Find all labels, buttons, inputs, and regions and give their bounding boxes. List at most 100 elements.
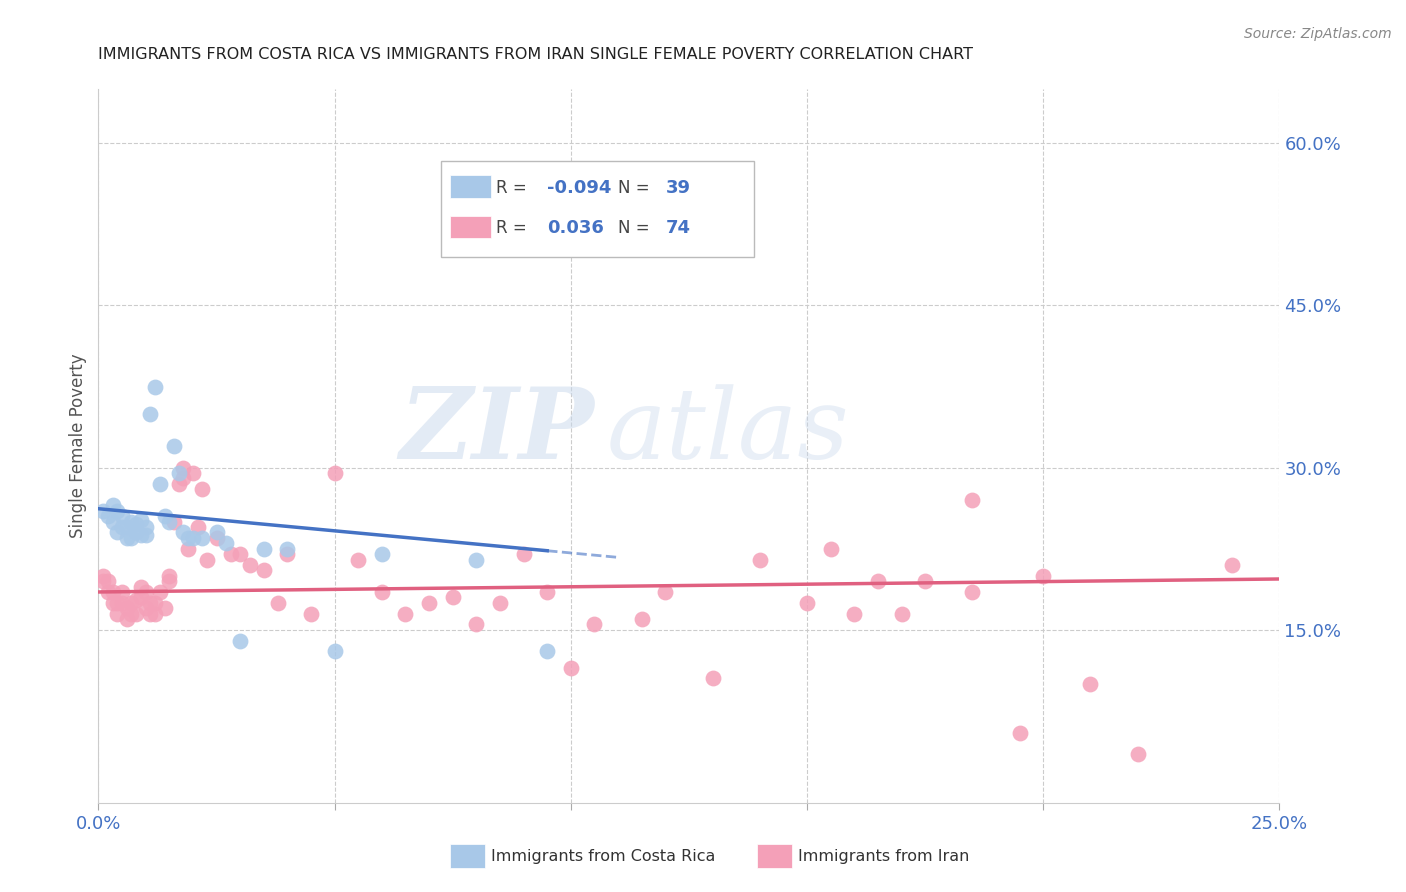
Point [163, 439, 186, 453]
Point [654, 585, 676, 599]
Point [177, 531, 200, 545]
Point [866, 574, 889, 589]
Point [135, 520, 157, 534]
Point [101, 515, 124, 529]
Point [630, 612, 652, 626]
Point [844, 607, 866, 621]
Point [347, 552, 370, 566]
Text: N =: N = [619, 178, 655, 196]
Text: atlas: atlas [606, 384, 849, 479]
Point [1126, 747, 1149, 761]
Point [276, 547, 298, 561]
Point [115, 612, 138, 626]
Point [239, 558, 262, 572]
Point [129, 591, 152, 605]
Point [702, 672, 724, 686]
Point [195, 552, 218, 566]
Point [962, 493, 984, 508]
Text: IMMIGRANTS FROM COSTA RICA VS IMMIGRANTS FROM IRAN SINGLE FEMALE POVERTY CORRELA: IMMIGRANTS FROM COSTA RICA VS IMMIGRANTS… [98, 47, 973, 62]
Point [267, 596, 290, 610]
FancyBboxPatch shape [441, 161, 754, 257]
Point [105, 607, 128, 621]
Point [394, 607, 416, 621]
Point [465, 552, 488, 566]
Point [1220, 558, 1243, 572]
Point [125, 525, 148, 540]
Point [121, 531, 143, 545]
Point [796, 596, 818, 610]
Point [105, 596, 128, 610]
Point [111, 520, 134, 534]
FancyBboxPatch shape [450, 844, 485, 869]
Point [115, 601, 138, 615]
Point [135, 527, 157, 541]
Text: R =: R = [496, 178, 533, 196]
Point [191, 531, 214, 545]
Point [191, 482, 214, 496]
Point [157, 568, 180, 582]
Point [820, 541, 842, 556]
Point [111, 596, 134, 610]
Y-axis label: Single Female Poverty: Single Female Poverty [69, 354, 87, 538]
Text: 74: 74 [665, 219, 690, 237]
Point [125, 607, 148, 621]
Point [181, 466, 204, 480]
Point [121, 607, 143, 621]
Point [177, 541, 200, 556]
Point [91, 574, 114, 589]
Point [111, 509, 134, 524]
Point [560, 660, 582, 674]
Point [101, 499, 124, 513]
Point [1008, 725, 1031, 739]
Point [91, 568, 114, 582]
Point [205, 525, 228, 540]
Point [418, 596, 440, 610]
Point [163, 515, 186, 529]
Point [187, 520, 209, 534]
Point [97, 509, 120, 524]
Text: ZIP: ZIP [399, 384, 595, 480]
Point [129, 580, 152, 594]
Point [101, 596, 124, 610]
Point [914, 574, 936, 589]
Point [157, 574, 180, 589]
Point [139, 607, 162, 621]
Point [139, 407, 162, 421]
Point [219, 547, 242, 561]
Point [253, 563, 276, 577]
Point [105, 504, 128, 518]
Text: N =: N = [619, 219, 655, 237]
Point [129, 527, 152, 541]
Point [536, 644, 558, 658]
Point [181, 531, 204, 545]
Point [276, 541, 298, 556]
Point [371, 547, 394, 561]
Point [143, 596, 166, 610]
Point [172, 525, 194, 540]
Point [91, 504, 114, 518]
Point [890, 607, 912, 621]
Point [139, 596, 162, 610]
Point [129, 512, 152, 526]
Point [172, 460, 194, 475]
Point [115, 531, 138, 545]
Point [172, 471, 194, 485]
Point [167, 466, 190, 480]
Point [1080, 677, 1102, 691]
Point [115, 520, 138, 534]
Point [167, 476, 190, 491]
Point [143, 379, 166, 393]
Point [465, 617, 488, 632]
Point [512, 547, 534, 561]
Text: 39: 39 [665, 178, 690, 196]
Point [105, 525, 128, 540]
FancyBboxPatch shape [758, 844, 792, 869]
Text: 0.036: 0.036 [547, 219, 605, 237]
Point [323, 466, 346, 480]
Text: Source: ZipAtlas.com: Source: ZipAtlas.com [1244, 27, 1392, 41]
Point [157, 515, 180, 529]
Point [135, 585, 157, 599]
Point [111, 585, 134, 599]
Point [149, 476, 172, 491]
Text: -0.094: -0.094 [547, 178, 612, 196]
